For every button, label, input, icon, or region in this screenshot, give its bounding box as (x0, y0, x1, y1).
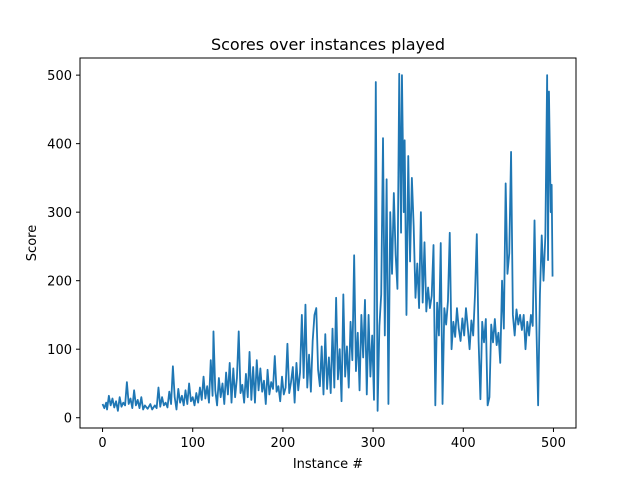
x-tick-label: 0 (98, 436, 106, 451)
x-tick-label: 200 (270, 436, 295, 451)
x-tick-label: 500 (541, 436, 566, 451)
y-tick-label: 200 (47, 275, 72, 290)
y-tick-label: 400 (47, 138, 72, 153)
y-tick-label: 0 (64, 412, 72, 427)
chart-title: Scores over instances played (211, 35, 445, 54)
x-tick-label: 300 (361, 436, 386, 451)
x-axis-label: Instance # (293, 457, 363, 472)
y-axis-label: Score (25, 225, 40, 261)
x-tick-label: 400 (451, 436, 476, 451)
y-tick-label: 300 (47, 206, 72, 221)
x-axis: 0 100 200 300 400 500 (98, 428, 566, 451)
y-axis: 0 100 200 300 400 500 (47, 69, 80, 427)
y-tick-label: 500 (47, 69, 72, 84)
score-series-line (101, 72, 554, 412)
series-layer (101, 72, 554, 412)
x-tick-label: 100 (180, 436, 205, 451)
y-tick-label: 100 (47, 343, 72, 358)
